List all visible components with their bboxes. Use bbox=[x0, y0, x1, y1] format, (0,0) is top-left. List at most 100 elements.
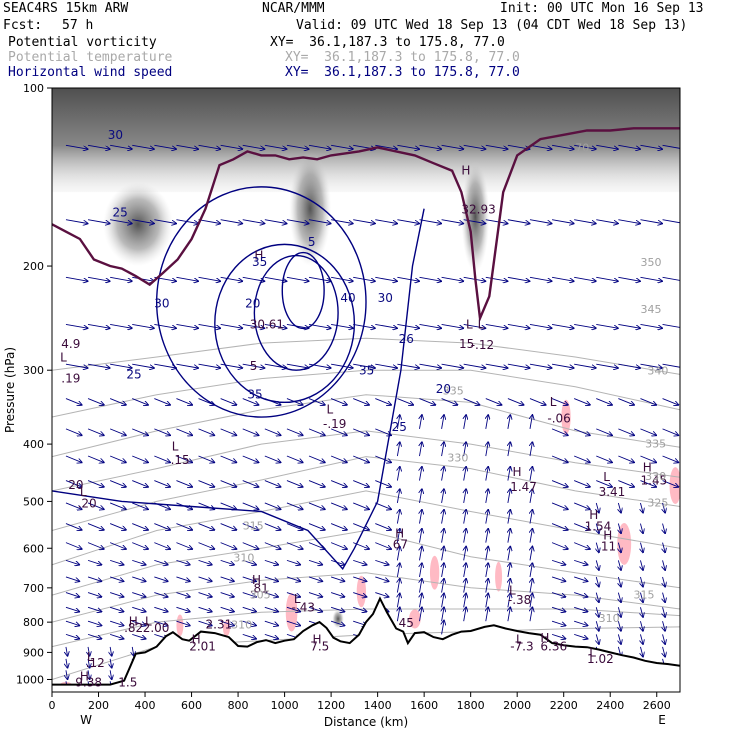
wind-vector bbox=[132, 559, 145, 564]
wind-vector bbox=[375, 480, 391, 487]
pv-label: 20 bbox=[68, 478, 83, 492]
wind-vector bbox=[419, 510, 421, 524]
wind-speed-contour bbox=[52, 208, 425, 570]
wind-vector bbox=[618, 634, 621, 644]
wind-vector bbox=[530, 529, 532, 543]
wind-vector bbox=[308, 323, 331, 328]
wind-vector bbox=[330, 455, 347, 462]
wind-vector bbox=[110, 606, 123, 611]
wind-vector bbox=[508, 442, 510, 457]
wind-vector bbox=[264, 523, 281, 530]
wind-vector bbox=[463, 144, 486, 149]
wind-vector bbox=[330, 502, 347, 509]
wind-vector bbox=[464, 442, 466, 457]
wind-vector bbox=[397, 563, 399, 578]
pv-label: L bbox=[327, 402, 334, 416]
wind-vector bbox=[375, 398, 391, 405]
pv-label: .20 bbox=[78, 497, 97, 511]
wind-vector bbox=[264, 542, 281, 549]
wind-vector bbox=[574, 576, 587, 581]
x-tick-label: 200 bbox=[88, 699, 109, 712]
theta-contour bbox=[52, 394, 680, 458]
wind-vector bbox=[640, 363, 662, 368]
wind-vector bbox=[663, 621, 666, 631]
theta-contour bbox=[52, 337, 680, 375]
wind-vector bbox=[198, 592, 212, 597]
wind-speed-label: 35 bbox=[359, 363, 374, 377]
wind-vector bbox=[66, 658, 68, 668]
wind-speed-label: 25 bbox=[392, 420, 407, 434]
wind-vector bbox=[353, 363, 375, 368]
wind-vector bbox=[308, 576, 322, 581]
wind-vector bbox=[463, 323, 486, 328]
wind-vector bbox=[331, 276, 353, 281]
wind-vector bbox=[486, 594, 488, 608]
wind-vector bbox=[530, 594, 532, 608]
wind-vector bbox=[110, 620, 123, 625]
pv-label: L bbox=[294, 592, 301, 606]
x-tick-label: 0 bbox=[49, 699, 56, 712]
wind-vector bbox=[640, 480, 656, 487]
wind-vector bbox=[330, 620, 344, 625]
wind-vector bbox=[485, 363, 508, 368]
wind-vector bbox=[330, 542, 347, 549]
wind-vector bbox=[596, 455, 612, 462]
wind-vector bbox=[110, 658, 112, 668]
wind-vector bbox=[618, 455, 634, 462]
theta-contour bbox=[52, 456, 680, 531]
wind-vector bbox=[529, 323, 552, 328]
wind-vector bbox=[397, 442, 399, 457]
wind-vector bbox=[220, 428, 237, 435]
wind-vector bbox=[132, 620, 145, 625]
pv-label: L bbox=[550, 395, 557, 409]
wind-vector bbox=[618, 428, 634, 435]
pv-label: H bbox=[589, 508, 598, 522]
wind-vector bbox=[551, 559, 565, 564]
pv-label: H bbox=[129, 614, 138, 628]
pv-label: L bbox=[589, 646, 596, 660]
wind-vector bbox=[220, 480, 237, 487]
wind-vector bbox=[308, 523, 325, 530]
wind-vector bbox=[220, 620, 234, 625]
wind-vector bbox=[88, 658, 90, 668]
wind-vector bbox=[264, 455, 281, 462]
wind-vector bbox=[596, 219, 618, 224]
pv-label: .81 bbox=[250, 582, 269, 596]
wind-vector bbox=[662, 480, 679, 487]
wind-vector bbox=[442, 563, 444, 578]
pv-negative-region bbox=[617, 523, 632, 565]
wind-vector bbox=[596, 621, 599, 631]
wind-vector bbox=[330, 559, 344, 564]
wind-vector bbox=[442, 621, 444, 635]
wind-vector bbox=[375, 428, 391, 435]
wind-vector bbox=[662, 219, 680, 224]
pv-label: 6.36 bbox=[540, 639, 567, 653]
pv-label: .15 bbox=[171, 453, 190, 467]
wind-vector bbox=[551, 480, 568, 487]
wind-vector bbox=[154, 542, 170, 549]
wind-vector bbox=[596, 398, 612, 405]
wind-vector bbox=[242, 576, 256, 581]
wind-vector bbox=[530, 442, 532, 457]
wind-vector bbox=[308, 428, 325, 435]
wind-vector bbox=[508, 489, 510, 504]
wind-vector bbox=[397, 529, 399, 543]
wind-vector bbox=[286, 559, 300, 564]
wind-vector bbox=[464, 529, 466, 543]
wind-vector bbox=[65, 592, 79, 597]
wind-vector bbox=[220, 606, 234, 611]
wind-vector bbox=[198, 219, 221, 224]
wind-vector bbox=[551, 502, 568, 509]
wind-vector bbox=[87, 428, 104, 435]
wind-vector bbox=[87, 592, 101, 597]
wind-vector bbox=[574, 606, 587, 611]
wind-vector bbox=[618, 363, 640, 368]
wind-vector bbox=[110, 219, 132, 224]
wind-vector bbox=[198, 559, 212, 564]
wind-vector bbox=[663, 542, 666, 553]
wind-vector bbox=[485, 219, 508, 224]
wind-vector bbox=[308, 144, 331, 149]
wind-vector bbox=[308, 480, 325, 487]
wind-vector bbox=[176, 480, 192, 487]
theta-label: 330 bbox=[645, 470, 666, 483]
